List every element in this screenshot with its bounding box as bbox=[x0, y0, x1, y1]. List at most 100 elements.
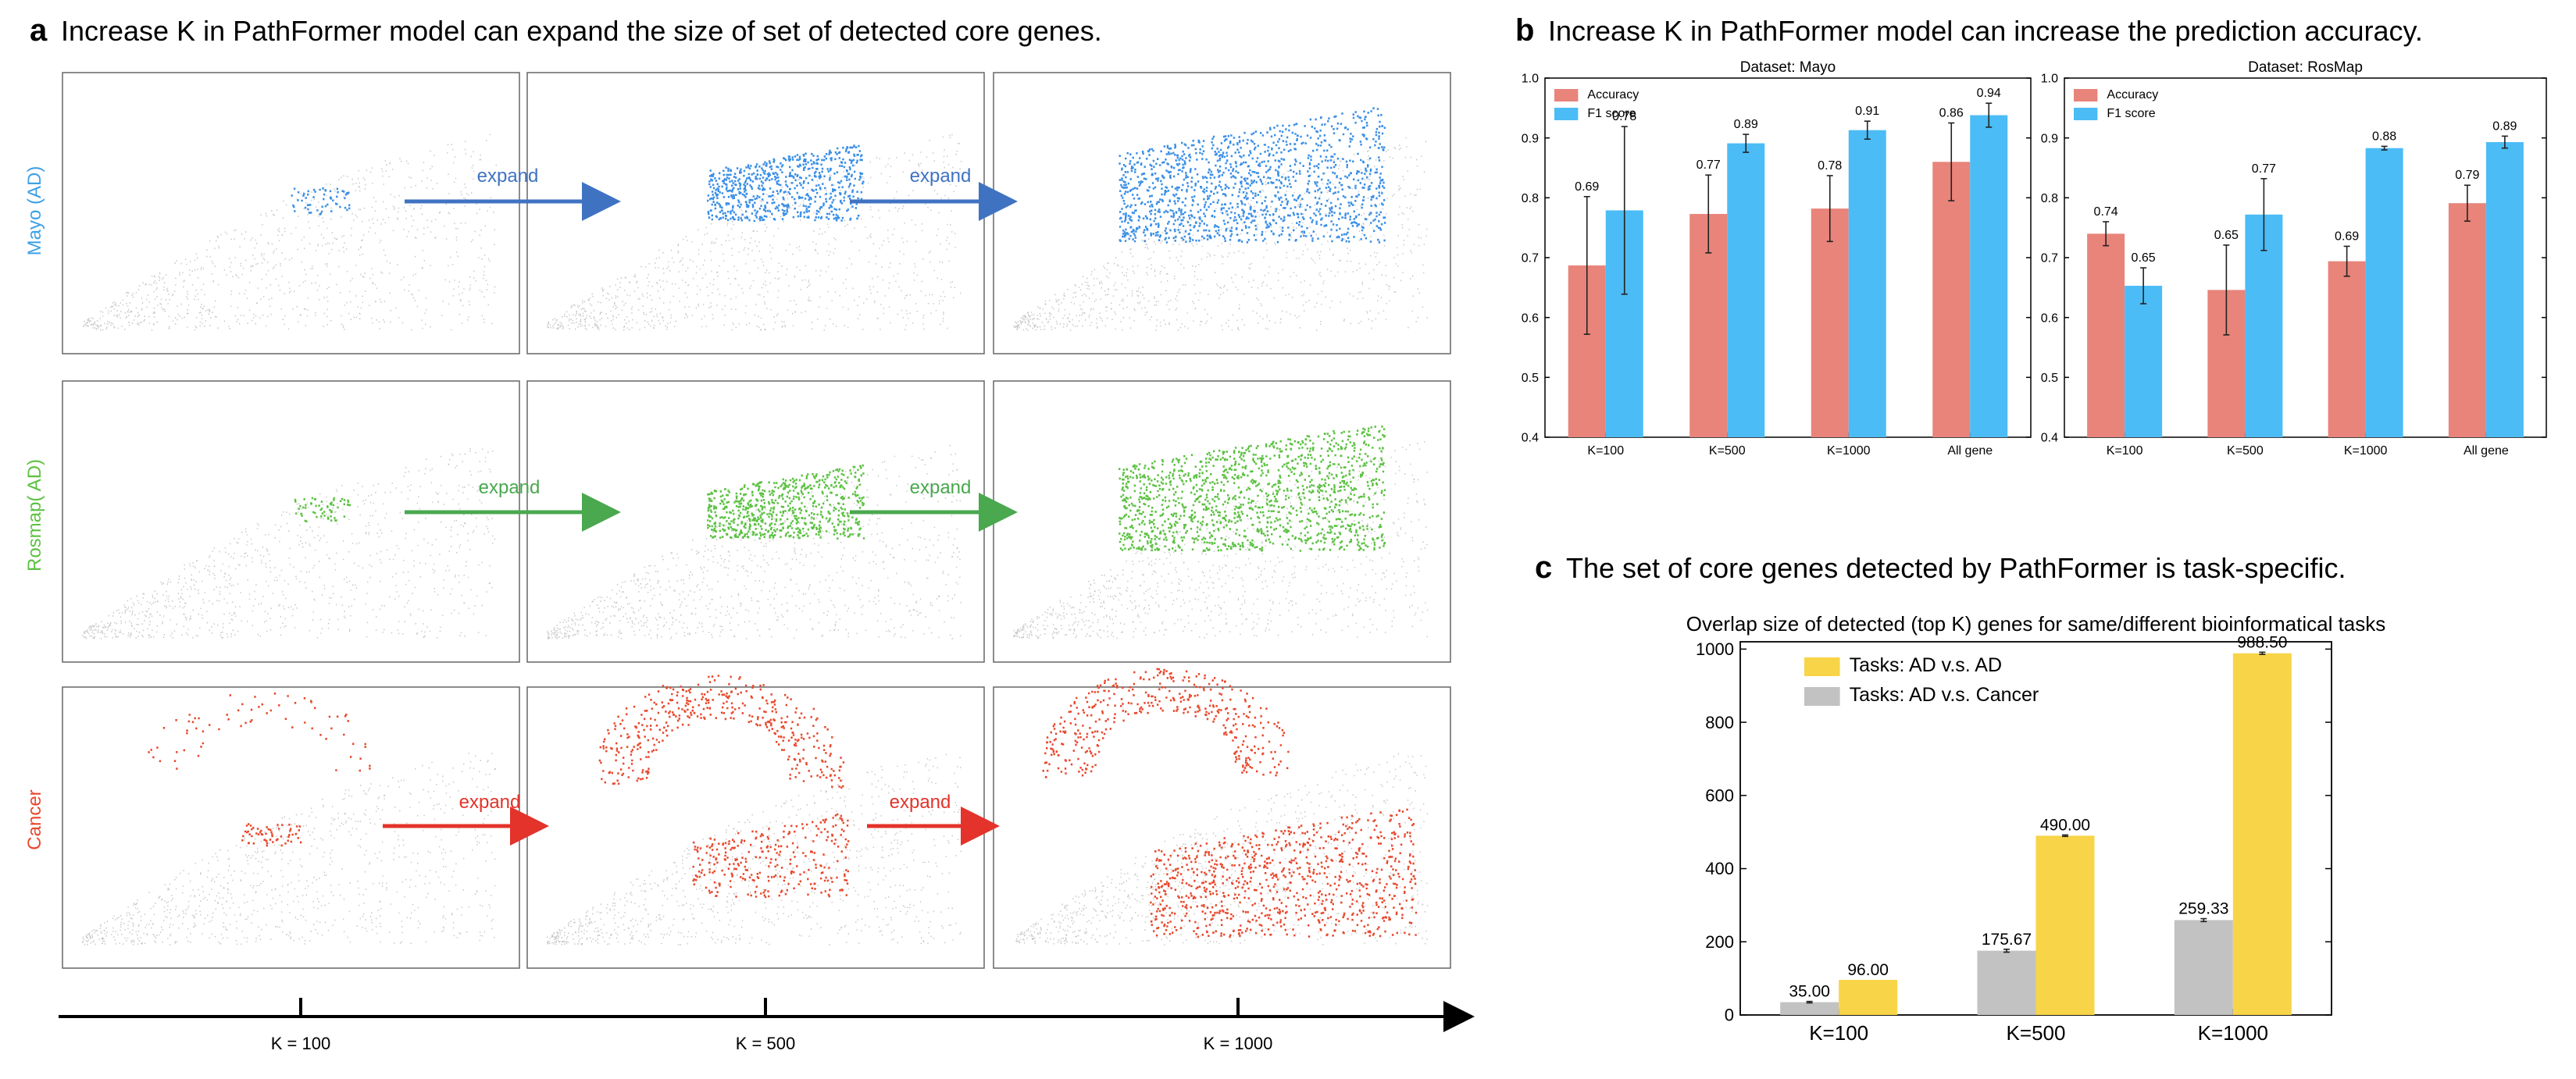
bar bbox=[2125, 286, 2163, 437]
x-tick-label: K=500 bbox=[2007, 1021, 2066, 1045]
background-gene-dots bbox=[82, 134, 1429, 945]
data-label: 0.69 bbox=[2335, 230, 2359, 243]
y-tick-label: 0.6 bbox=[2041, 312, 2058, 325]
legend: Accuracy F1 score bbox=[2074, 88, 2158, 120]
chart-mayo-accuracy: Dataset: Mayo0.40.50.60.70.80.91.0K=1000… bbox=[1522, 59, 2032, 458]
expand-label-cancer-2: expand bbox=[890, 792, 951, 813]
legend-swatch bbox=[2074, 108, 2098, 120]
bar bbox=[2328, 261, 2366, 437]
legend-label: Accuracy bbox=[2107, 88, 2158, 101]
panel-a-heading: Increase K in PathFormer model can expan… bbox=[61, 15, 1102, 47]
panel-b-heading: Increase K in PathFormer model can incre… bbox=[1548, 15, 2423, 47]
gene-dots bbox=[82, 107, 1429, 945]
core-gene-dots bbox=[1042, 668, 1418, 938]
row-label-cancer: Cancer bbox=[24, 789, 45, 849]
core-gene-dots bbox=[1119, 107, 1386, 244]
panel-c-letter: c bbox=[1535, 550, 1552, 585]
y-tick-label: 600 bbox=[1705, 786, 1734, 806]
y-tick-label: 0.5 bbox=[1522, 372, 1539, 385]
legend-swatch bbox=[1554, 108, 1579, 120]
y-tick-label: 1000 bbox=[1696, 639, 1734, 659]
k-axis-label-100: K = 100 bbox=[271, 1034, 330, 1053]
expand-label-mayo-2: expand bbox=[910, 166, 972, 187]
core-gene-dots bbox=[148, 693, 371, 847]
bar bbox=[1970, 115, 2008, 438]
bar bbox=[2485, 142, 2524, 438]
chart-overlap-size: Overlap size of detected (top K) genes f… bbox=[1686, 612, 2386, 1045]
bar bbox=[2087, 233, 2125, 437]
expand-label-mayo-1: expand bbox=[477, 166, 539, 187]
core-gene-dots bbox=[1119, 426, 1386, 552]
panel-c-heading: The set of core genes detected by PathFo… bbox=[1566, 552, 2346, 584]
data-label: 0.77 bbox=[1697, 158, 1721, 172]
y-tick-label: 1.0 bbox=[1522, 73, 1539, 86]
legend-swatch bbox=[1804, 657, 1840, 676]
data-label: 35.00 bbox=[1789, 983, 1830, 1001]
bar bbox=[2448, 203, 2486, 437]
bar bbox=[2245, 214, 2283, 437]
y-tick-label: 0.8 bbox=[2041, 192, 2058, 205]
core-gene-dots bbox=[707, 464, 865, 540]
legend: Tasks: AD v.s. AD Tasks: AD v.s. Cancer bbox=[1804, 654, 2039, 706]
k-axis-label-1000: K = 1000 bbox=[1204, 1034, 1273, 1053]
x-tick-label: All gene bbox=[1947, 444, 1993, 458]
legend-swatch bbox=[1804, 687, 1840, 706]
core-gene-dots bbox=[598, 675, 850, 899]
data-label: 0.65 bbox=[2132, 251, 2156, 265]
y-tick-label: 200 bbox=[1705, 932, 1734, 952]
y-tick-label: 1.0 bbox=[2041, 73, 2058, 86]
scatter-panel-cancer-k1000 bbox=[993, 686, 1451, 969]
bar bbox=[2365, 148, 2403, 437]
data-label: 0.79 bbox=[2455, 169, 2479, 182]
y-tick-label: 0.7 bbox=[1522, 252, 1539, 265]
legend-swatch bbox=[2074, 89, 2098, 101]
data-label: 175.67 bbox=[1982, 931, 2032, 949]
y-tick-label: 800 bbox=[1705, 713, 1734, 732]
bar bbox=[2035, 835, 2095, 1015]
core-gene-dots bbox=[707, 144, 865, 223]
panel-a-letter: a bbox=[30, 13, 48, 48]
x-tick-label: All gene bbox=[2464, 444, 2509, 458]
legend-label: Tasks: AD v.s. Cancer bbox=[1850, 684, 2039, 706]
legend-swatch bbox=[1554, 89, 1579, 101]
chart-rosmap-accuracy: Dataset: RosMap 0.4 0.5 0.6 0.7 0.8 0.9 1.0 K=10… bbox=[2041, 59, 2547, 458]
core-gene-dots bbox=[291, 187, 351, 215]
bar bbox=[1932, 162, 1971, 438]
data-label: 96.00 bbox=[1847, 961, 1889, 979]
core-gene-dots bbox=[294, 497, 351, 523]
data-label: 490.00 bbox=[2040, 816, 2090, 834]
legend-label: F1 score bbox=[1587, 107, 1636, 120]
x-tick-label: K=100 bbox=[2107, 444, 2143, 458]
bar bbox=[2232, 653, 2292, 1015]
y-tick-label: 400 bbox=[1705, 859, 1734, 878]
x-tick-label: K=1000 bbox=[2344, 444, 2388, 458]
x-tick-label: K=1000 bbox=[1827, 444, 1871, 458]
data-label: 0.74 bbox=[2094, 205, 2118, 219]
bar bbox=[2174, 920, 2233, 1015]
data-label: 0.78 bbox=[1818, 159, 1842, 173]
legend-label: Tasks: AD v.s. AD bbox=[1850, 654, 2002, 676]
bar bbox=[1780, 1002, 1839, 1015]
x-tick-label: K=1000 bbox=[2198, 1021, 2268, 1045]
bar bbox=[1848, 130, 1886, 437]
row-label-mayo: Mayo (AD) bbox=[24, 166, 45, 256]
bar bbox=[1727, 143, 1765, 438]
y-tick-label: 0.8 bbox=[1522, 192, 1539, 205]
y-tick-label: 0.5 bbox=[2041, 372, 2058, 385]
x-tick-label: K=500 bbox=[2227, 444, 2264, 458]
bar bbox=[1977, 950, 2036, 1015]
data-label: 0.86 bbox=[1939, 107, 1964, 120]
data-label: 0.78 bbox=[1612, 110, 1636, 123]
data-label: 0.69 bbox=[1575, 180, 1599, 194]
k-axis-label-500: K = 500 bbox=[736, 1034, 795, 1053]
y-tick-label: 0.6 bbox=[1522, 312, 1539, 325]
x-tick-label: K=100 bbox=[1587, 444, 1624, 458]
chart-title: Dataset: RosMap bbox=[2248, 59, 2363, 76]
x-tick-label: K=500 bbox=[1709, 444, 1746, 458]
panel-b-letter: b bbox=[1515, 13, 1534, 48]
y-tick-label: 0.9 bbox=[1522, 132, 1539, 145]
expand-label-rosmap-2: expand bbox=[910, 477, 972, 498]
data-label: 0.65 bbox=[2214, 229, 2239, 242]
y-tick-label: 0.4 bbox=[1522, 432, 1539, 445]
bar bbox=[1811, 208, 1849, 437]
